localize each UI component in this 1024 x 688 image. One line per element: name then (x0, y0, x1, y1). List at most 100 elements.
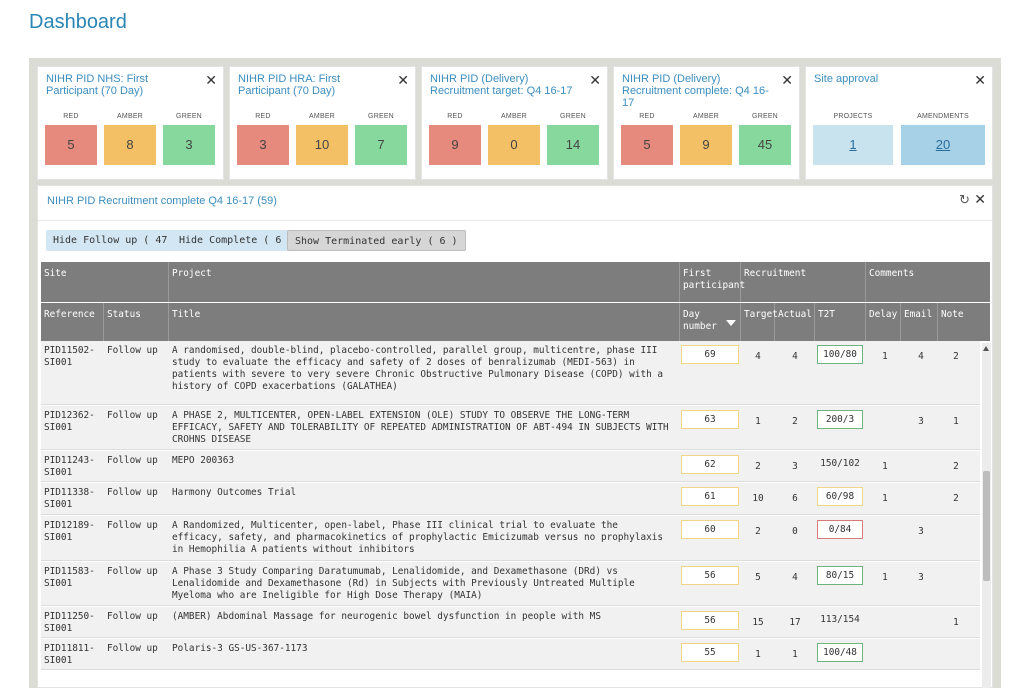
column-header-delay[interactable]: Delay (866, 303, 901, 341)
tile-red[interactable]: 3 (237, 125, 289, 165)
hide-complete-button[interactable]: Hide Complete ( 6 ) (172, 230, 301, 251)
table-row[interactable]: PID12362-SI001 Follow up A PHASE 2, MULTIC… (41, 406, 980, 450)
tile-amber[interactable]: 9 (680, 125, 732, 165)
t2t-field[interactable]: 60/98 (817, 487, 863, 506)
column-header-day-number-label: Day number (683, 309, 717, 332)
day-number-field[interactable]: 56 (681, 611, 739, 630)
day-number-field[interactable]: 63 (681, 410, 739, 429)
column-header-target[interactable]: Target (741, 303, 778, 341)
widget-title[interactable]: NIHR PID NHS: First Participant (70 Day) (46, 73, 149, 97)
tile-label-red: RED (447, 113, 463, 120)
cell-reference: PID11250-SI001 (44, 611, 95, 634)
day-number-field[interactable]: 61 (681, 487, 739, 506)
cell-email: 3 (918, 526, 924, 537)
tile-label-green: GREEN (560, 113, 586, 120)
cell-actual: 3 (792, 461, 798, 472)
table-row[interactable]: PID11243-SI001 Follow up MEPO 200363 2 3 1 2 62… (41, 451, 980, 482)
cell-email: 3 (918, 572, 924, 583)
widget-title[interactable]: NIHR PID HRA: First Participant (70 Day) (238, 73, 341, 97)
scrollbar-thumb[interactable] (983, 471, 990, 581)
cell-status: Follow up (107, 410, 158, 421)
group-header-comments: Comments (869, 268, 915, 279)
tile-label-green: GREEN (368, 113, 394, 120)
tile-label-amber: AMBER (117, 113, 143, 120)
tile-label-projects: PROJECTS (833, 113, 873, 120)
tile-red[interactable]: 5 (621, 125, 673, 165)
tile-amber[interactable]: 10 (296, 125, 348, 165)
widget-title[interactable]: NIHR PID (Delivery) Recruitment complete… (622, 73, 769, 109)
column-header-day-number[interactable]: Day number (680, 303, 741, 341)
widget-hra-first-participant: NIHR PID HRA: First Participant (70 Day)… (229, 66, 416, 180)
table-row[interactable]: PID12189-SI001 Follow up A Randomized, Mul… (41, 516, 980, 561)
tile-amber[interactable]: 8 (104, 125, 156, 165)
tile-green[interactable]: 45 (739, 125, 791, 165)
cell-title: (AMBER) Abdominal Massage for neurogenic… (172, 611, 601, 622)
group-header-site: Site (41, 262, 169, 302)
tile-label-green: GREEN (176, 113, 202, 120)
close-icon[interactable]: ✕ (974, 73, 986, 89)
column-header-title[interactable]: Title (169, 303, 680, 341)
column-header-email[interactable]: Email (901, 303, 938, 341)
cell-actual: 2 (792, 416, 798, 427)
column-header-note[interactable]: Note (941, 309, 964, 320)
cell-note: 2 (953, 351, 959, 362)
show-terminated-early-button[interactable]: Show Terminated early ( 6 ) (287, 230, 466, 251)
close-icon[interactable]: ✕ (205, 73, 217, 89)
refresh-icon[interactable]: ↻ (959, 193, 970, 208)
column-header-status[interactable]: Status (104, 303, 169, 341)
table-scrollbar[interactable] (982, 343, 991, 688)
tile-red[interactable]: 9 (429, 125, 481, 165)
tile-label-red: RED (255, 113, 271, 120)
tile-green[interactable]: 3 (163, 125, 215, 165)
table-row[interactable]: PID11502-SI001 Follow up A randomised, dou… (41, 341, 980, 405)
tile-label-amber: AMBER (309, 113, 335, 120)
column-header-t2t[interactable]: T2T (815, 303, 866, 341)
cell-delay: 1 (882, 461, 888, 472)
cell-reference: PID11338-SI001 (44, 487, 95, 510)
close-icon[interactable]: ✕ (397, 73, 409, 89)
cell-delay: 1 (882, 493, 888, 504)
page-title: Dashboard (29, 11, 127, 33)
close-icon[interactable]: ✕ (974, 192, 986, 208)
widget-title[interactable]: NIHR PID (Delivery) Recruitment target: … (430, 73, 573, 97)
t2t-field[interactable]: 100/48 (817, 643, 863, 662)
t2t-field[interactable]: 113/154 (820, 614, 860, 625)
table-row[interactable]: PID11250-SI001 Follow up (AMBER) Abdominal… (41, 607, 980, 638)
column-header-actual[interactable]: Actual (775, 303, 815, 341)
sort-desc-icon (726, 320, 736, 326)
tile-green[interactable]: 7 (355, 125, 407, 165)
table-row[interactable]: PID11338-SI001 Follow up Harmony Outcomes … (41, 483, 980, 515)
table-group-header: Site Project First participant Recruitme… (41, 262, 990, 302)
t2t-field[interactable]: 100/80 (817, 345, 863, 364)
t2t-field[interactable]: 150/102 (820, 458, 860, 469)
widget-site-approval: Site approval ✕ PROJECTS AMENDMENTS 1 20 (805, 66, 993, 180)
cell-target: 10 (752, 493, 764, 504)
t2t-field[interactable]: 80/15 (817, 566, 863, 585)
cell-title: Polaris-3 GS-US-367-1173 (172, 643, 308, 654)
close-icon[interactable]: ✕ (781, 73, 793, 89)
day-number-field[interactable]: 60 (681, 520, 739, 539)
column-header-reference[interactable]: Reference (41, 303, 104, 341)
tile-label-amber: AMBER (501, 113, 527, 120)
tile-red[interactable]: 5 (45, 125, 97, 165)
tile-amendments-link[interactable]: 20 (901, 125, 985, 165)
table-row[interactable]: PID11583-SI001 Follow up A Phase 3 Study C… (41, 562, 980, 606)
t2t-field[interactable]: 0/84 (817, 520, 863, 539)
scroll-up-icon[interactable] (983, 346, 989, 351)
close-icon[interactable]: ✕ (589, 73, 601, 89)
widget-title[interactable]: Site approval (814, 73, 879, 85)
cell-note: 1 (953, 617, 959, 628)
t2t-field[interactable]: 200/3 (817, 410, 863, 429)
tile-amber[interactable]: 0 (488, 125, 540, 165)
cell-email: 4 (918, 351, 924, 362)
day-number-field[interactable]: 69 (681, 345, 739, 364)
table-row[interactable]: PID11811-SI001 Follow up Polaris-3 GS-US-3… (41, 639, 980, 670)
day-number-field[interactable]: 55 (681, 643, 739, 662)
cell-reference: PID12189-SI001 (44, 520, 95, 543)
hide-follow-up-button[interactable]: Hide Follow up ( 47 ) (46, 230, 187, 251)
day-number-field[interactable]: 56 (681, 566, 739, 585)
day-number-field[interactable]: 62 (681, 455, 739, 474)
tile-green[interactable]: 14 (547, 125, 599, 165)
tile-projects-link[interactable]: 1 (813, 125, 893, 165)
widget-recruitment-complete: NIHR PID (Delivery) Recruitment complete… (613, 66, 800, 180)
